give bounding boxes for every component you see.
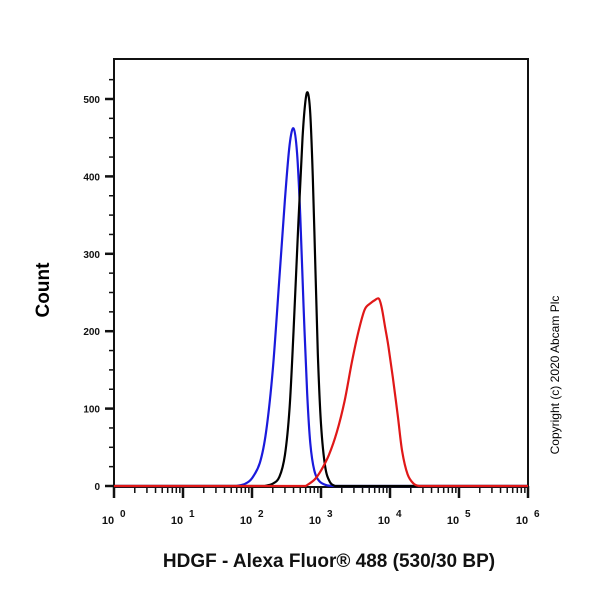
x-tick-exponent: 4	[396, 509, 402, 520]
y-tick-label: 200	[83, 327, 100, 338]
y-tick-label: 500	[83, 95, 100, 106]
x-axis-label: HDGF - Alexa Fluor® 488 (530/30 BP)	[162, 551, 496, 572]
copyright-notice: Copyright (c) 2020 Abcam Plc	[530, 250, 580, 500]
series-blue	[114, 127, 528, 488]
y-tick-label: 100	[83, 405, 100, 416]
x-tick-label: 10	[171, 515, 183, 527]
x-tick-label: 10	[447, 515, 459, 527]
y-tick-label: 0	[94, 482, 100, 493]
series-black	[114, 91, 528, 488]
x-tick-label: 10	[102, 515, 114, 527]
series-red	[114, 297, 528, 488]
y-axis-label: Count	[24, 250, 64, 330]
x-tick-exponent: 6	[534, 509, 540, 520]
x-tick-label: 10	[378, 515, 390, 527]
copyright-text: Copyright (c) 2020 Abcam Plc	[548, 295, 562, 455]
x-tick-exponent: 1	[189, 509, 195, 520]
x-tick-exponent: 2	[258, 509, 264, 520]
x-tick-label: 10	[240, 515, 252, 527]
y-tick-label: 300	[83, 250, 100, 261]
x-tick-exponent: 0	[120, 509, 126, 520]
x-tick-label: 10	[309, 515, 321, 527]
y-axis-label-text: Count	[33, 262, 54, 318]
x-tick-exponent: 5	[465, 509, 471, 520]
y-tick-label: 400	[83, 172, 100, 183]
x-tick-label: 10	[516, 515, 528, 527]
x-tick-exponent: 3	[327, 509, 333, 520]
plot-series	[114, 91, 528, 488]
